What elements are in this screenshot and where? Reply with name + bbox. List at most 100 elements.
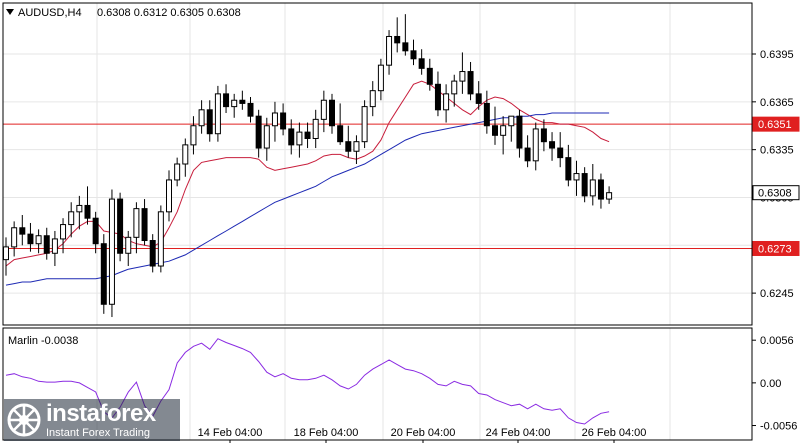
candle xyxy=(280,103,287,136)
candle-body xyxy=(565,157,572,181)
y-tick-label: 0.6245 xyxy=(760,288,794,300)
candle xyxy=(108,189,115,318)
candle xyxy=(255,109,262,158)
candle xyxy=(182,138,189,177)
candle-body xyxy=(263,125,270,149)
candle xyxy=(557,132,564,168)
candle-body xyxy=(51,238,58,254)
candle-body xyxy=(231,99,238,108)
candle xyxy=(231,93,238,118)
candle-body xyxy=(589,179,596,197)
candle-body xyxy=(524,147,531,162)
candle xyxy=(223,84,230,113)
candle-body xyxy=(214,93,221,135)
price-label-text: 0.6273 xyxy=(758,243,792,255)
candle xyxy=(288,119,295,155)
candle-body xyxy=(68,211,75,226)
indicator-label: Marlin -0.0038 xyxy=(8,335,78,347)
candle-body xyxy=(549,141,556,149)
candle xyxy=(247,97,254,123)
x-tick-label: 24 Feb 04:00 xyxy=(486,427,551,439)
candle xyxy=(549,132,556,161)
candle xyxy=(141,199,148,246)
candle-body xyxy=(402,42,409,52)
candle-body xyxy=(19,227,26,235)
candle-body xyxy=(133,208,140,238)
candle xyxy=(434,71,441,117)
watermark-tagline: Instant Forex Trading xyxy=(46,426,150,439)
candle xyxy=(597,173,604,209)
candle xyxy=(92,211,99,254)
candle xyxy=(394,17,401,53)
candle-body xyxy=(345,141,352,152)
candle xyxy=(214,85,221,142)
collapse-arrow-icon[interactable] xyxy=(6,9,14,15)
candle-body xyxy=(312,118,319,139)
candle xyxy=(149,234,156,273)
price-label-box xyxy=(752,185,800,201)
candle-body xyxy=(271,112,278,127)
axes: 0.63950.63650.63350.63050.62750.62450.00… xyxy=(198,49,797,443)
candle-body xyxy=(492,125,498,136)
x-tick-label: 20 Feb 04:00 xyxy=(391,427,456,439)
candle xyxy=(410,39,417,66)
candle-body xyxy=(573,173,580,181)
candle-body xyxy=(443,93,450,111)
candle-body xyxy=(288,128,295,146)
candle xyxy=(581,167,588,203)
candle xyxy=(312,109,319,149)
price-label-box xyxy=(752,116,800,132)
candle-body xyxy=(27,233,34,245)
candle-body xyxy=(255,115,262,149)
candle xyxy=(166,170,172,222)
candle-body xyxy=(304,131,311,139)
y-tick-label: 0.6365 xyxy=(760,97,794,109)
candle-body xyxy=(606,192,613,200)
candle-body xyxy=(117,198,124,254)
candle-body xyxy=(125,236,132,254)
osc-y-tick-label: 0.00 xyxy=(760,378,781,390)
main-pane-frame xyxy=(2,2,753,326)
candle xyxy=(206,100,213,142)
candle-body xyxy=(76,204,83,213)
candle xyxy=(190,116,197,155)
candle xyxy=(125,230,132,267)
candle-body xyxy=(141,208,148,242)
candle-body xyxy=(108,198,115,305)
candle-body xyxy=(174,163,181,181)
candle xyxy=(296,122,303,158)
candle xyxy=(369,81,376,117)
candle-body xyxy=(157,211,164,267)
candle-body xyxy=(60,224,67,240)
candle xyxy=(304,122,311,149)
candle-body xyxy=(239,99,246,104)
candle-body xyxy=(410,50,417,60)
candle xyxy=(76,195,83,230)
candle-body xyxy=(149,240,156,267)
candle-body xyxy=(35,235,42,245)
candle-body xyxy=(394,35,401,44)
x-tick-label: 14 Feb 04:00 xyxy=(198,427,263,439)
y-tick-label: 0.6395 xyxy=(760,49,794,61)
candle-body xyxy=(198,109,205,127)
candle xyxy=(329,93,335,134)
candle-body xyxy=(483,102,490,127)
candle xyxy=(573,160,580,196)
candle-body xyxy=(320,99,327,120)
candle xyxy=(418,49,425,75)
candle xyxy=(157,205,164,273)
candle-body xyxy=(11,227,18,248)
candle xyxy=(68,202,75,238)
candle-body xyxy=(182,144,189,165)
candles xyxy=(3,14,613,318)
candle xyxy=(43,227,50,260)
candle xyxy=(133,202,140,254)
candle xyxy=(386,30,393,75)
candle xyxy=(51,230,58,267)
candle xyxy=(27,222,34,252)
candle-body xyxy=(329,99,335,127)
candle-body xyxy=(369,90,376,108)
x-tick-label: 26 Feb 04:00 xyxy=(582,427,647,439)
